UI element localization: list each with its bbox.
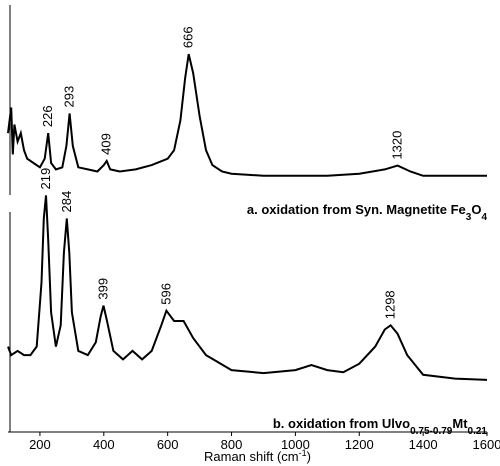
x-tick-label: 800 xyxy=(221,437,243,452)
x-tick-label: 1200 xyxy=(345,437,374,452)
peak-label: 1298 xyxy=(383,290,398,319)
peak-label: 284 xyxy=(59,191,74,213)
x-tick-label: 400 xyxy=(93,437,115,452)
peak-label: 399 xyxy=(95,278,110,300)
series-label-part: 0.75-0.79 xyxy=(410,426,453,437)
peak-label: 293 xyxy=(62,86,77,108)
peak-label: 219 xyxy=(38,168,53,190)
series-label: b. oxidation from Ulvo0.75-0.79Mt0.21 xyxy=(273,416,488,437)
peak-label: 409 xyxy=(99,133,114,155)
x-tick-label: 1600 xyxy=(473,437,500,452)
series-label-part: a. oxidation from Syn. Magnetite Fe xyxy=(247,202,466,217)
x-axis-label-part: -1 xyxy=(299,448,307,458)
x-axis-label-part: ) xyxy=(307,449,311,464)
peak-label: 1320 xyxy=(390,131,405,160)
series-label-part: O xyxy=(471,202,481,217)
series-label-part: 0.21 xyxy=(468,426,488,437)
peak-label: 596 xyxy=(158,283,173,305)
x-tick-label: 1400 xyxy=(409,437,438,452)
x-tick-label: 200 xyxy=(29,437,51,452)
x-tick-label: 600 xyxy=(157,437,179,452)
peak-label: 666 xyxy=(181,26,196,48)
x-axis-label: Raman shift (cm-1) xyxy=(204,448,311,464)
series-label: a. oxidation from Syn. Magnetite Fe3O4 xyxy=(247,202,488,223)
series-label-part: Mt xyxy=(452,416,468,431)
series-label-part: 3 xyxy=(466,212,472,223)
peak-label: 226 xyxy=(40,105,55,127)
series-label-part: 4 xyxy=(481,212,487,223)
spectrum-line xyxy=(7,53,487,177)
series-label-part: b. oxidation from Ulvo xyxy=(273,416,410,431)
x-axis-label-part: Raman shift (cm xyxy=(204,449,299,464)
x-tick-label: 1000 xyxy=(281,437,310,452)
spectrum-line xyxy=(7,195,488,381)
